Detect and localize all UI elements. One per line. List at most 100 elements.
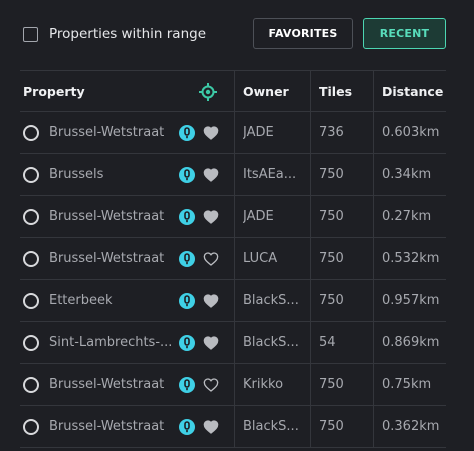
table-row[interactable]: Brussel-Wetstraat Krikko 750 0.75km: [20, 364, 446, 406]
column-divider: [373, 196, 374, 237]
owner-name: BlackS...: [243, 419, 299, 434]
table-row[interactable]: Brussel-Wetstraat JADE 736 0.603km: [20, 112, 446, 154]
tile-count: 750: [319, 377, 344, 392]
column-divider: [310, 280, 311, 321]
property-name: Brussel-Wetstraat: [49, 209, 165, 224]
row-select-radio[interactable]: [23, 293, 39, 309]
info-badge-icon[interactable]: [179, 335, 195, 351]
column-divider: [234, 196, 235, 237]
property-name: Etterbeek: [49, 293, 113, 308]
column-divider: [234, 406, 235, 447]
owner-name: LUCA: [243, 251, 278, 266]
column-divider: [310, 322, 311, 363]
column-divider: [234, 322, 235, 363]
column-divider: [373, 322, 374, 363]
table-row[interactable]: Brussel-Wetstraat BlackS... 750 0.362km: [20, 406, 446, 448]
column-divider: [310, 196, 311, 237]
tile-count: 750: [319, 419, 344, 434]
owner-name: BlackS...: [243, 293, 299, 308]
table-row[interactable]: Etterbeek BlackS... 750 0.957km: [20, 280, 446, 322]
header-tiles[interactable]: Tiles: [319, 84, 353, 99]
property-name: Brussels: [49, 167, 104, 182]
row-select-radio[interactable]: [23, 167, 39, 183]
crosshair-icon[interactable]: [199, 83, 217, 101]
distance-value: 0.532km: [382, 251, 440, 266]
info-badge-icon[interactable]: [179, 125, 195, 141]
heart-icon[interactable]: [203, 335, 219, 351]
owner-name: ItsAEa...: [243, 167, 297, 182]
property-name: Brussel-Wetstraat: [49, 125, 165, 140]
column-divider: [234, 238, 235, 279]
table-row[interactable]: Brussel-Wetstraat JADE 750 0.27km: [20, 196, 446, 238]
distance-value: 0.869km: [382, 335, 440, 350]
tile-count: 750: [319, 251, 344, 266]
table-row[interactable]: Brussels ItsAEa... 750 0.34km: [20, 154, 446, 196]
heart-icon[interactable]: [203, 377, 219, 393]
column-divider: [310, 364, 311, 405]
toolbar: Properties within range FAVORITES RECENT: [0, 0, 474, 70]
info-badge-icon[interactable]: [179, 293, 195, 309]
column-divider: [234, 280, 235, 321]
info-badge-icon[interactable]: [179, 167, 195, 183]
header-distance[interactable]: Distance: [382, 84, 444, 99]
column-divider: [234, 112, 235, 153]
column-divider: [234, 364, 235, 405]
property-name: Brussel-Wetstraat: [49, 419, 165, 434]
tile-count: 750: [319, 167, 344, 182]
row-select-radio[interactable]: [23, 419, 39, 435]
heart-icon[interactable]: [203, 209, 219, 225]
range-filter-checkbox[interactable]: [23, 26, 38, 42]
column-divider: [310, 406, 311, 447]
recent-button[interactable]: RECENT: [363, 18, 446, 49]
distance-value: 0.75km: [382, 377, 432, 392]
property-table: Property Owner Tiles Distance Brussel-We…: [20, 70, 446, 448]
tile-count: 54: [319, 335, 336, 350]
row-select-radio[interactable]: [23, 209, 39, 225]
distance-value: 0.362km: [382, 419, 440, 434]
distance-value: 0.27km: [382, 209, 432, 224]
property-name: Brussel-Wetstraat: [49, 377, 165, 392]
row-select-radio[interactable]: [23, 377, 39, 393]
column-divider: [373, 238, 374, 279]
row-select-radio[interactable]: [23, 251, 39, 267]
column-divider: [373, 406, 374, 447]
distance-value: 0.603km: [382, 125, 440, 140]
tile-count: 750: [319, 293, 344, 308]
heart-icon[interactable]: [203, 419, 219, 435]
heart-icon[interactable]: [203, 251, 219, 267]
column-divider: [373, 154, 374, 195]
heart-icon[interactable]: [203, 167, 219, 183]
header-owner[interactable]: Owner: [243, 84, 289, 99]
row-select-radio[interactable]: [23, 335, 39, 351]
column-divider: [373, 112, 374, 153]
info-badge-icon[interactable]: [179, 419, 195, 435]
heart-icon[interactable]: [203, 293, 219, 309]
owner-name: Krikko: [243, 377, 284, 392]
range-filter[interactable]: Properties within range: [23, 26, 206, 42]
column-divider: [373, 71, 374, 111]
row-select-radio[interactable]: [23, 125, 39, 141]
distance-value: 0.34km: [382, 167, 432, 182]
header-property[interactable]: Property: [23, 84, 85, 99]
table-row[interactable]: Sint-Lambrechts-... BlackS... 54 0.869km: [20, 322, 446, 364]
table-row[interactable]: Brussel-Wetstraat LUCA 750 0.532km: [20, 238, 446, 280]
column-divider: [373, 280, 374, 321]
property-name: Brussel-Wetstraat: [49, 251, 165, 266]
tile-count: 750: [319, 209, 344, 224]
owner-name: JADE: [243, 125, 274, 140]
heart-icon[interactable]: [203, 125, 219, 141]
range-filter-label[interactable]: Properties within range: [49, 26, 207, 42]
info-badge-icon[interactable]: [179, 251, 195, 267]
tile-count: 736: [319, 125, 344, 140]
info-badge-icon[interactable]: [179, 209, 195, 225]
column-divider: [373, 364, 374, 405]
owner-name: BlackS...: [243, 335, 299, 350]
distance-value: 0.957km: [382, 293, 440, 308]
info-badge-icon[interactable]: [179, 377, 195, 393]
column-divider: [310, 154, 311, 195]
table-body: Brussel-Wetstraat JADE 736 0.603km Bruss…: [20, 112, 446, 448]
column-divider: [310, 71, 311, 111]
property-name: Sint-Lambrechts-...: [49, 335, 173, 350]
column-divider: [310, 238, 311, 279]
favorites-button[interactable]: FAVORITES: [253, 18, 353, 49]
